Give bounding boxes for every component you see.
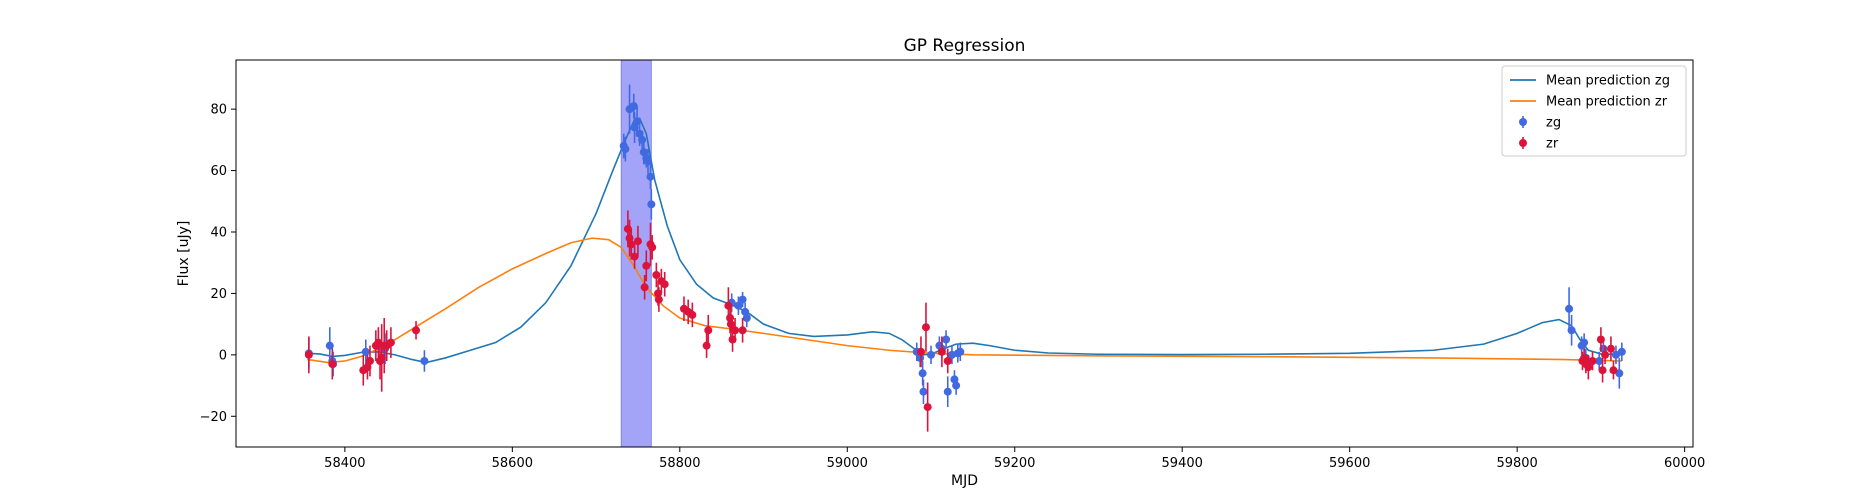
data-point-zr-29 xyxy=(688,310,697,319)
legend-swatch-zg xyxy=(1519,118,1527,126)
data-point-zg-34 xyxy=(943,387,952,396)
x-axis-label: MJD xyxy=(951,473,978,489)
data-point-zr-39 xyxy=(921,323,930,332)
data-point-zg-49 xyxy=(1617,347,1626,356)
data-point-zr-24 xyxy=(654,295,663,304)
plot-clipped-group xyxy=(304,60,1626,447)
data-point-zr-23 xyxy=(654,289,663,298)
data-point-zr-41 xyxy=(937,347,946,356)
y-tick-label-60: 60 xyxy=(210,164,227,179)
data-point-zg-15 xyxy=(638,135,647,144)
y-tick-label-20: 20 xyxy=(210,287,227,302)
data-point-zr-4 xyxy=(365,357,374,365)
x-tick-label-59400: 59400 xyxy=(1162,456,1203,471)
y-axis-label: Flux [uJy] xyxy=(176,221,192,287)
x-tick-label-60000: 60000 xyxy=(1664,456,1705,471)
data-point-zg-22 xyxy=(734,301,743,310)
legend-item-mean-prediction-zr: Mean prediction zr xyxy=(1510,95,1668,110)
data-point-zr-36 xyxy=(731,326,740,335)
series-points-zr xyxy=(304,210,1618,432)
data-point-zg-39 xyxy=(956,347,965,356)
data-point-zr-18 xyxy=(640,283,649,292)
legend-item-mean-prediction-zg: Mean prediction zg xyxy=(1510,74,1670,89)
series-line-mean-prediction-zg xyxy=(307,117,1622,364)
data-point-zr-33 xyxy=(726,314,735,322)
data-point-zg-28 xyxy=(918,369,927,378)
x-tick-label-59000: 59000 xyxy=(827,456,868,471)
data-point-zr-47 xyxy=(1588,357,1597,365)
data-point-zr-31 xyxy=(704,326,713,335)
legend-item-zg: zg xyxy=(1519,116,1561,131)
data-point-zr-34 xyxy=(726,320,735,329)
legend: Mean prediction zg Mean prediction zr zg zr xyxy=(1501,65,1687,157)
legend-label-mean-prediction-zg: Mean prediction zg xyxy=(1546,74,1670,89)
data-point-zg-45 xyxy=(1595,357,1604,365)
data-point-zr-46 xyxy=(1584,363,1593,372)
data-point-zr-11 xyxy=(386,338,395,347)
data-point-zg-41 xyxy=(1567,326,1576,335)
data-point-zg-47 xyxy=(1611,350,1620,359)
legend-label-zg: zg xyxy=(1546,116,1561,131)
x-tick-label-58400: 58400 xyxy=(324,456,365,471)
data-point-zg-19 xyxy=(646,172,655,181)
legend-swatch-zr xyxy=(1519,139,1527,147)
x-tick-label-58600: 58600 xyxy=(492,456,533,471)
legend-label-zr: zr xyxy=(1546,137,1559,152)
data-point-zg-23 xyxy=(738,295,747,304)
data-point-zr-17 xyxy=(633,237,642,246)
data-point-zg-29 xyxy=(919,387,928,396)
data-point-zr-22 xyxy=(652,271,661,279)
data-point-zr-32 xyxy=(724,301,733,310)
legend-box xyxy=(1501,65,1687,157)
data-point-zr-52 xyxy=(1609,366,1618,375)
x-tick-label-59600: 59600 xyxy=(1329,456,1370,471)
data-point-zr-1 xyxy=(328,360,337,369)
data-point-zg-18 xyxy=(643,157,652,166)
x-tick-label-58800: 58800 xyxy=(659,456,700,471)
y-tick-label-40: 40 xyxy=(210,226,227,241)
data-point-zr-16 xyxy=(630,252,639,261)
data-point-zr-21 xyxy=(648,243,657,252)
data-point-zg-7 xyxy=(420,357,429,365)
data-point-zr-49 xyxy=(1598,366,1607,375)
data-point-zg-9 xyxy=(621,145,630,154)
x-tick-label-59200: 59200 xyxy=(994,456,1035,471)
data-point-zr-0 xyxy=(304,350,313,359)
data-point-zg-40 xyxy=(1565,304,1574,313)
data-point-zr-26 xyxy=(660,280,669,289)
plot-frame xyxy=(235,59,1694,448)
x-tick-label-59800: 59800 xyxy=(1496,456,1537,471)
data-point-zr-19 xyxy=(642,261,651,270)
data-point-zr-51 xyxy=(1606,344,1615,353)
x-axis: 58400 58600 58800 59000 59200 59400 59600 59800… xyxy=(324,447,1705,471)
data-point-zr-37 xyxy=(738,326,747,335)
chart-title: GP Regression xyxy=(904,36,1026,56)
y-tick-label--20: −20 xyxy=(200,410,227,425)
y-axis: −20 0 20 40 60 80 xyxy=(200,103,236,425)
data-point-zg-25 xyxy=(742,314,751,322)
data-point-zr-48 xyxy=(1596,335,1605,344)
data-point-zg-27 xyxy=(916,353,925,362)
data-point-zg-11 xyxy=(629,102,638,111)
data-point-zg-43 xyxy=(1580,338,1589,347)
data-point-zr-15 xyxy=(627,240,636,249)
y-tick-label-80: 80 xyxy=(210,103,227,118)
data-point-zr-12 xyxy=(412,326,421,335)
plot-area xyxy=(304,60,1626,447)
legend-label-mean-prediction-zr: Mean prediction zr xyxy=(1546,95,1668,110)
y-tick-label-0: 0 xyxy=(219,348,227,363)
data-point-zr-50 xyxy=(1601,350,1610,359)
data-point-zg-37 xyxy=(952,381,961,390)
data-point-zr-30 xyxy=(702,341,711,350)
data-point-zr-38 xyxy=(916,347,925,356)
legend-item-zr: zr xyxy=(1519,137,1559,152)
data-point-zg-33 xyxy=(942,335,951,344)
data-point-zr-42 xyxy=(943,357,952,365)
data-point-zr-40 xyxy=(923,403,932,412)
data-point-zg-30 xyxy=(927,350,936,359)
data-point-zg-48 xyxy=(1615,369,1624,378)
data-point-zg-4 xyxy=(361,347,370,356)
data-point-zg-20 xyxy=(647,200,656,209)
